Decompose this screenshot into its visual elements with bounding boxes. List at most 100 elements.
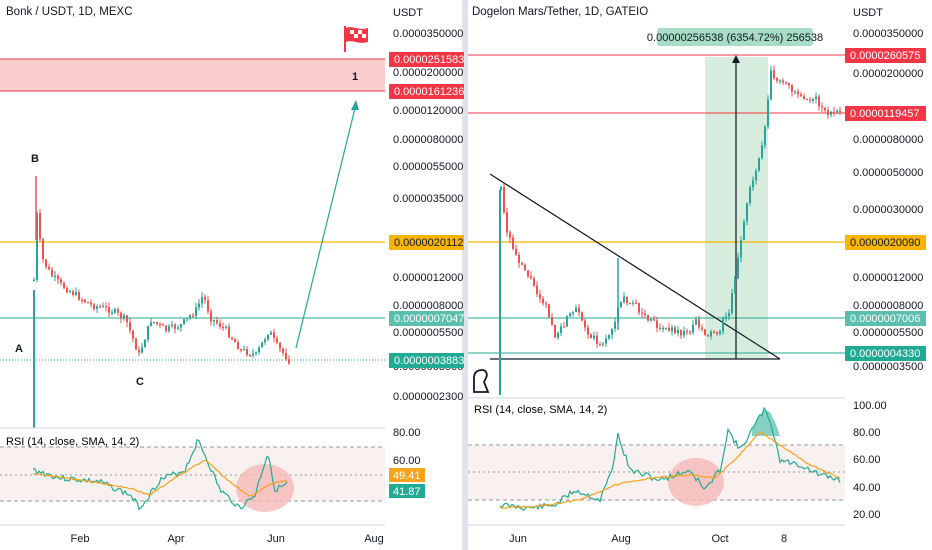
right-candle — [692, 324, 694, 333]
right-rsi-sma-line — [499, 431, 841, 509]
measure-box — [657, 28, 813, 46]
right-chart-title: Dogelon Mars/Tether, 1D, GATEIO — [472, 6, 649, 18]
right-candle — [761, 145, 763, 158]
target-label: 1 — [352, 71, 358, 83]
right-candle — [659, 327, 661, 329]
panel-divider[interactable] — [462, 0, 468, 550]
right-candle — [500, 186, 502, 190]
right-candle — [626, 296, 628, 304]
right-candle — [560, 326, 562, 333]
right-candle — [671, 327, 673, 332]
point-b-label: B — [31, 153, 39, 165]
right-price-tag-level — [845, 106, 926, 121]
left-price-tag-top-zone-text: 0.0000251583 — [394, 54, 464, 66]
left-candle — [282, 348, 284, 354]
right-candle — [602, 343, 604, 345]
left-candle — [228, 326, 230, 338]
right-time-tick: Jun — [509, 533, 527, 545]
right-candle — [737, 257, 739, 279]
right-candle — [833, 111, 835, 113]
right-price-tick: 0.0000200000 — [853, 68, 923, 80]
left-candle — [249, 354, 251, 357]
right-candle — [578, 307, 580, 313]
right-price-tag-support — [845, 311, 926, 326]
right-time-axis[interactable]: Jun Aug Oct 8 — [509, 533, 787, 545]
right-price-tick: 0.0000012000 — [853, 272, 923, 284]
left-candle — [237, 342, 239, 350]
left-candle — [96, 306, 98, 309]
left-candle — [36, 213, 38, 280]
right-candle — [821, 106, 823, 108]
right-candle — [650, 319, 652, 321]
left-candle — [285, 353, 287, 360]
right-price-tick: 0.0000030000 — [853, 204, 923, 216]
left-candle — [102, 306, 104, 308]
left-price-tick: 0.0000008000 — [393, 300, 463, 312]
right-rsi-tick-80: 80.00 — [853, 427, 881, 439]
right-price-tick: 0.0000080000 — [853, 134, 923, 146]
right-candle — [548, 304, 550, 318]
right-candle — [587, 327, 589, 335]
left-time-axis[interactable]: Feb Apr Jun Aug — [71, 533, 384, 545]
left-candle — [42, 239, 44, 260]
left-price-tag-gold-text: 0.0000020112 — [394, 237, 464, 249]
right-candle — [686, 331, 688, 333]
left-price-tick: 0.0000120000 — [393, 105, 463, 117]
left-candle — [135, 338, 137, 350]
tradingview-logo-icon — [473, 369, 490, 393]
left-candle — [279, 342, 281, 349]
right-price-tick: 0.0000005500 — [853, 327, 923, 339]
right-candle — [539, 294, 541, 299]
left-candle — [234, 339, 236, 343]
right-candle — [728, 312, 730, 317]
left-rsi-sma-tag — [389, 468, 425, 482]
left-candle — [273, 332, 275, 339]
right-candle — [509, 232, 511, 238]
left-candle — [231, 337, 233, 340]
right-candle — [662, 327, 664, 330]
right-price-axis[interactable]: 0.0000350000 0.0000200000 0.0000080000 0.00… — [853, 28, 923, 373]
right-candle — [608, 334, 610, 339]
left-candle — [162, 324, 164, 326]
left-candle — [117, 309, 119, 313]
left-candle — [216, 319, 218, 324]
right-candle — [812, 98, 814, 101]
flag-icon — [344, 26, 368, 52]
left-price-axis[interactable]: 0.0000350000 0.0000200000 0.0000120000 0.00… — [393, 28, 463, 403]
left-candle — [240, 349, 242, 351]
left-candle — [174, 324, 176, 329]
right-candle — [635, 302, 637, 304]
left-candle — [189, 315, 191, 318]
right-candle — [755, 170, 757, 181]
left-price-tag-last-text: 0.0000003883 — [394, 355, 464, 367]
right-rsi-tick-100: 100.00 — [853, 400, 887, 412]
left-candle — [195, 307, 197, 316]
left-axis-unit: USDT — [393, 7, 423, 19]
right-price-tick: 0.0000350000 — [853, 28, 923, 40]
left-candle — [186, 317, 188, 320]
right-candle — [599, 343, 601, 346]
right-candle — [605, 338, 607, 344]
left-candle — [270, 332, 272, 335]
left-candle — [159, 323, 161, 326]
right-candle — [740, 240, 742, 258]
left-target-zone — [0, 59, 385, 91]
left-candle — [204, 296, 206, 301]
left-rsi-label: RSI (14, close, SMA, 14, 2) — [6, 436, 139, 448]
right-candle — [800, 94, 802, 97]
left-candle — [126, 315, 128, 323]
left-candle — [198, 303, 200, 308]
right-candle — [641, 312, 643, 314]
right-candle — [767, 99, 769, 127]
right-candle — [638, 302, 640, 313]
measure-arrow-head — [732, 55, 740, 63]
left-price-tag-bottom-zone-text: 0.0000161236 — [394, 86, 464, 98]
left-candle — [39, 213, 41, 240]
right-candle — [521, 262, 523, 265]
left-candle — [75, 292, 77, 295]
right-candle — [689, 332, 691, 334]
left-candle — [225, 326, 227, 329]
left-price-tick: 0.0000002300 — [393, 391, 463, 403]
measure-label: 0.00000256538 (6354.72%) 256538 — [647, 32, 823, 44]
